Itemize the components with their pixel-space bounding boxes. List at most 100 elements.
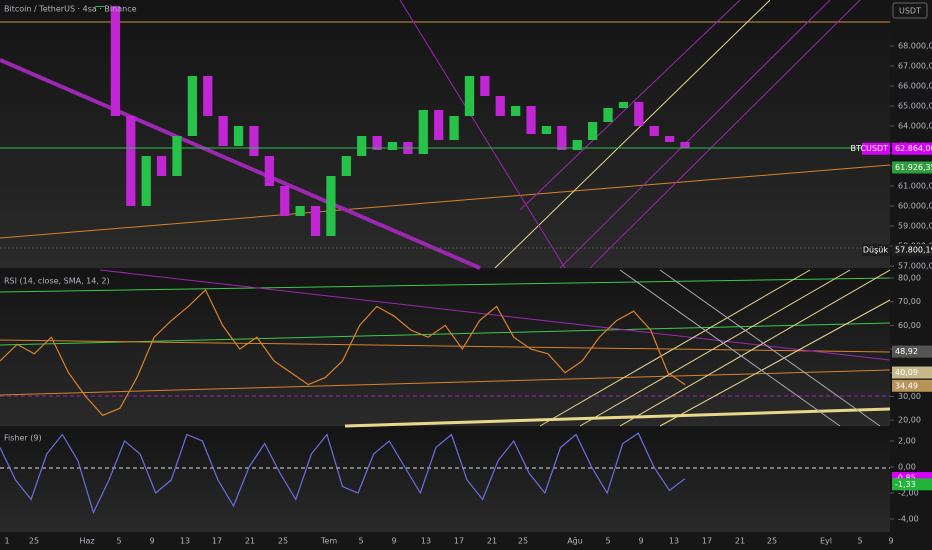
candle	[664, 136, 675, 142]
price-tag	[892, 366, 932, 379]
price-tag	[892, 379, 932, 392]
x-axis-label: 9	[638, 537, 643, 546]
tag-name: Düşük	[863, 245, 888, 254]
price-tag	[892, 161, 932, 174]
x-axis-label: 13	[669, 537, 679, 546]
y-tick-label: 70,00	[898, 297, 921, 306]
candle	[156, 156, 167, 176]
candle	[495, 96, 505, 116]
rsi-fan	[659, 299, 891, 427]
price-tag	[892, 345, 932, 358]
x-axis-label: 5	[116, 537, 121, 546]
y-tick-label: -2,00	[898, 489, 919, 498]
y-tick-label: 59.000,00	[898, 222, 932, 231]
x-axis-label: 17	[454, 537, 464, 546]
price-tag-label: 48,92	[895, 347, 918, 356]
candle	[110, 6, 121, 116]
candle	[480, 76, 490, 96]
price-tag	[892, 142, 932, 155]
x-axis-label: 5	[358, 537, 363, 546]
tag-name: BTCUSDT	[851, 144, 889, 153]
candle	[634, 102, 644, 126]
x-axis-label: 17	[702, 537, 712, 546]
candle	[680, 142, 690, 148]
y-tick-label: 20,00	[898, 416, 921, 425]
y-tick-label: 80,00	[898, 274, 921, 283]
candle	[233, 126, 244, 146]
rsi-panel	[0, 270, 890, 426]
x-axis-label: 25	[518, 537, 528, 546]
x-axis-label: 21	[487, 537, 497, 546]
candle	[326, 176, 336, 236]
trend-line	[519, 0, 741, 211]
candle	[572, 140, 582, 150]
candle	[295, 206, 305, 216]
main-panel	[0, 0, 890, 268]
price-tag-label: 57.800,19	[895, 245, 932, 254]
candle	[618, 102, 629, 108]
y-tick-label: 67.000,00	[898, 62, 932, 71]
drawings	[0, 0, 891, 469]
x-axis-label: 9	[149, 537, 154, 546]
candle	[434, 110, 444, 140]
tag-name-box	[862, 142, 890, 155]
candle	[264, 156, 274, 186]
price-tag-label: -1,33	[895, 480, 916, 489]
indicator-line	[0, 432, 686, 515]
plots	[0, 6, 890, 515]
candle	[203, 76, 213, 116]
x-axis-label: 9	[888, 537, 893, 546]
x-axis-label: 25	[767, 537, 777, 546]
candle	[418, 110, 428, 154]
candle	[141, 156, 151, 206]
candle	[557, 126, 567, 150]
chart-title: Bitcoin / TetherUS · 4sa · Binance	[4, 5, 137, 14]
x-axis-label: 9	[391, 537, 396, 546]
candle	[511, 106, 521, 116]
x-axis-label: 13	[180, 537, 190, 546]
fisher-title: Fisher (9)	[4, 434, 42, 443]
price-tag-label: -0,85	[895, 474, 916, 483]
price-tag-label: 34,49	[895, 381, 918, 390]
x-axis-label: 21	[245, 537, 255, 546]
price-tag	[892, 478, 932, 491]
x-axis-label: 1	[4, 537, 9, 546]
x-axis-label: 5	[857, 537, 862, 546]
rsi-trend	[344, 407, 891, 428]
candle	[280, 186, 290, 216]
x-axis-label: 17	[212, 537, 222, 546]
fisher-panel	[0, 428, 890, 532]
candle	[464, 76, 475, 116]
rsi-trend	[0, 277, 891, 293]
y-tick-label: 0,00	[898, 463, 916, 472]
trend-line	[494, 0, 771, 269]
y-tick-label: 68.000,00	[898, 42, 932, 51]
candle	[649, 126, 659, 136]
x-axis-label: Ağu	[567, 537, 583, 546]
candle	[541, 126, 552, 134]
x-axis-label: 13	[421, 537, 431, 546]
x-axis-label: 25	[278, 537, 288, 546]
currency[interactable]: USDT	[899, 7, 921, 16]
candle	[249, 126, 259, 156]
candle	[341, 156, 351, 176]
candle	[310, 206, 321, 236]
x-axis-label: Tem	[320, 537, 337, 546]
candle	[449, 116, 459, 140]
trend-line	[559, 0, 831, 269]
rsi-trend	[0, 322, 891, 346]
x-axis-label: Eyl	[820, 537, 832, 546]
y-tick-label: 30,00	[898, 392, 921, 401]
candle	[372, 136, 382, 150]
rsi-trend	[0, 339, 891, 353]
x-axis-label: 25	[29, 537, 39, 546]
y-tick-label: 60,00	[898, 321, 921, 330]
x-axis-label: 21	[735, 537, 745, 546]
currency-box[interactable]	[892, 2, 928, 19]
rsi-fan	[659, 269, 881, 427]
candle	[187, 76, 197, 136]
rsi-title: RSI (14, close, SMA, 14, 2)	[4, 277, 110, 286]
rsi-trend	[99, 269, 891, 361]
candle	[126, 116, 136, 206]
candle	[387, 142, 398, 150]
